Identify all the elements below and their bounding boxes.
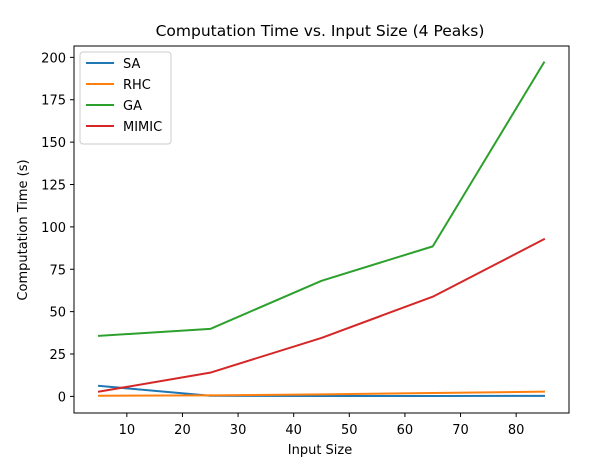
y-tick-label: 75 xyxy=(49,263,66,278)
legend: SA RHC GA MIMIC xyxy=(79,51,172,145)
y-tick-label: 125 xyxy=(41,178,66,193)
series-line-mimic xyxy=(97,237,546,393)
y-tick-label: 150 xyxy=(41,136,66,151)
x-tick-label: 40 xyxy=(285,423,302,438)
y-tick-label: 200 xyxy=(41,51,66,66)
x-tick-label: 60 xyxy=(397,423,414,438)
axes: 10 20 30 40 50 60 70 80 0 25 50 75 100 125 150 175 200 xyxy=(41,45,570,438)
series-line-rhc xyxy=(98,390,545,397)
y-tick-label: 100 xyxy=(41,221,66,236)
plot-area xyxy=(97,61,546,398)
x-tick-label: 70 xyxy=(452,423,469,438)
series-line-ga xyxy=(97,61,546,337)
y-tick-label: 25 xyxy=(49,348,66,363)
series-line-sa xyxy=(97,384,545,398)
x-tick-label: 20 xyxy=(174,423,191,438)
y-axis-label: Computation Time (s) xyxy=(16,159,31,300)
legend-label-mimic: MIMIC xyxy=(123,120,162,135)
legend-label-rhc: RHC xyxy=(123,78,151,93)
legend-label-sa: SA xyxy=(123,57,140,72)
legend-box xyxy=(79,51,172,145)
y-tick-label: 0 xyxy=(58,390,66,405)
x-tick-label: 80 xyxy=(508,423,525,438)
y-tick-label: 50 xyxy=(49,306,66,321)
axes-frame xyxy=(73,45,570,414)
x-tick-label: 10 xyxy=(119,423,136,438)
chart-title: Computation Time vs. Input Size (4 Peaks… xyxy=(156,22,485,40)
x-tick-label: 30 xyxy=(230,423,247,438)
x-tick-label: 50 xyxy=(341,423,358,438)
legend-label-ga: GA xyxy=(123,99,142,114)
y-tick-label: 175 xyxy=(41,94,66,109)
x-axis-label: Input Size xyxy=(288,443,352,458)
